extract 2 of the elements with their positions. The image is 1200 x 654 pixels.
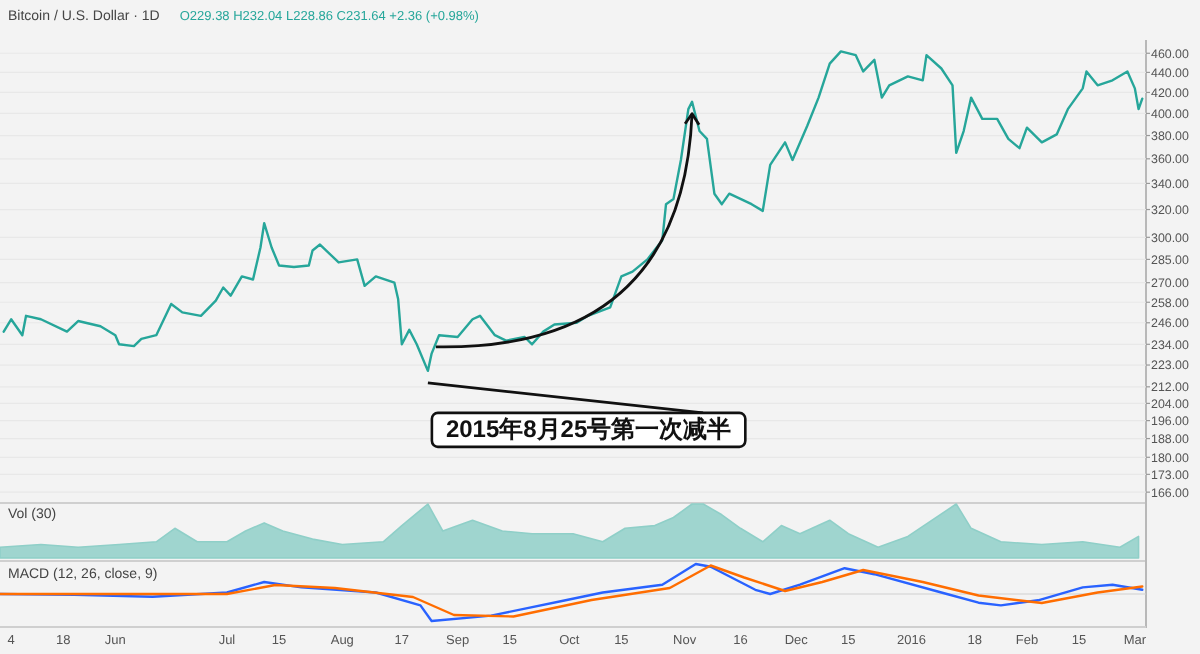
annotation: 2015年8月25号第一次减半 [445,414,732,443]
line-series [2,50,1144,373]
